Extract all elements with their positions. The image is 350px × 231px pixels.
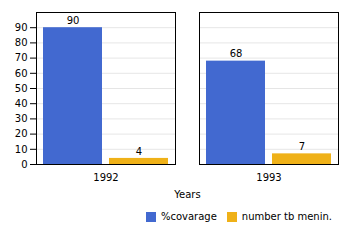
svg-text:50: 50 — [15, 83, 28, 94]
svg-text:68: 68 — [230, 48, 243, 59]
svg-text:10: 10 — [15, 144, 28, 155]
svg-text:1993: 1993 — [256, 172, 281, 183]
svg-text:80: 80 — [15, 37, 28, 48]
svg-text:1992: 1992 — [93, 172, 118, 183]
svg-text:7: 7 — [299, 141, 305, 152]
svg-text:70: 70 — [15, 52, 28, 63]
svg-text:Years: Years — [173, 189, 200, 200]
svg-text:60: 60 — [15, 68, 28, 79]
html-text:number tb menin.: number tb menin. — [241, 211, 332, 222]
svg-text:40: 40 — [15, 98, 28, 109]
svg-text:30: 30 — [15, 113, 28, 124]
svg-text:90: 90 — [67, 15, 80, 26]
svg-text:0: 0 — [21, 159, 27, 170]
svg-text:4: 4 — [136, 146, 142, 157]
svg-text:20: 20 — [15, 128, 28, 139]
svg-text:90: 90 — [15, 22, 28, 33]
html-text:%covarage: %covarage — [160, 211, 217, 222]
